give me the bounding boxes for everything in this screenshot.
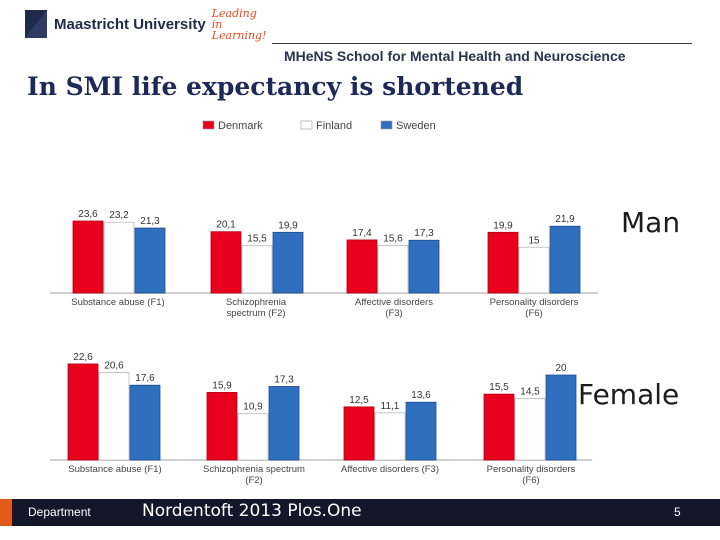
bar-denmark <box>483 393 515 461</box>
data-label: 19,9 <box>278 220 298 231</box>
bar-denmark <box>487 231 519 294</box>
bar-sweden <box>549 225 581 294</box>
category-label: Schizophrenia spectrum <box>203 464 305 475</box>
category-label: Substance abuse (F1) <box>71 297 164 308</box>
legend-swatch-denmark <box>202 120 215 130</box>
data-label: 12,5 <box>349 395 369 406</box>
data-label: 21,9 <box>555 214 575 225</box>
bar-sweden <box>405 401 437 461</box>
data-label: 15,9 <box>212 380 232 391</box>
university-logo: Maastricht University Leading in Learnin… <box>24 6 268 42</box>
category-label: Affective disorders <box>355 297 433 308</box>
slide-title: In SMI life expectancy is shortened <box>27 72 524 101</box>
category-label: Substance abuse (F1) <box>68 464 161 475</box>
citation: Nordentoft 2013 Plos.One <box>142 501 362 521</box>
category-label: Personality disorders <box>487 464 576 475</box>
data-label: 15,6 <box>383 233 403 244</box>
legend-label-finland: Finland <box>316 120 352 132</box>
category-label: spectrum (F2) <box>226 308 285 319</box>
bar-denmark <box>343 406 375 461</box>
university-tagline: Leading in Learning! <box>211 6 267 42</box>
school-name: MHeNS School for Mental Health and Neuro… <box>284 48 626 64</box>
legend-swatch-finland <box>300 120 313 130</box>
data-label: 23,2 <box>109 210 129 221</box>
bar-finland <box>241 245 273 294</box>
category-label: Affective disorders (F3) <box>341 464 439 475</box>
bar-finland <box>377 245 409 294</box>
page-number: 5 <box>674 505 681 519</box>
footer-accent <box>0 499 12 526</box>
data-label: 14,5 <box>520 386 540 397</box>
data-label: 17,6 <box>135 373 155 384</box>
header-rule <box>272 43 692 44</box>
bar-finland <box>103 221 135 294</box>
legend-label-sweden: Sweden <box>396 120 436 132</box>
data-label: 17,4 <box>352 228 372 239</box>
bar-finland <box>518 246 550 294</box>
bar-denmark <box>67 363 99 461</box>
data-label: 15,5 <box>489 382 509 393</box>
bar-sweden <box>408 239 440 294</box>
data-label: 13,6 <box>411 390 431 401</box>
department-label: Department <box>28 505 91 519</box>
data-label: 17,3 <box>274 374 294 385</box>
data-label: 15 <box>528 235 540 246</box>
university-name: Maastricht University <box>54 15 206 33</box>
data-label: 23,6 <box>78 209 98 220</box>
bar-finland <box>374 412 406 461</box>
category-label: (F6) <box>522 475 539 486</box>
data-label: 20,1 <box>216 220 236 231</box>
data-label: 22,6 <box>73 352 93 363</box>
category-label: Personality disorders <box>490 297 579 308</box>
female-label: Female <box>578 378 680 411</box>
data-label: 15,5 <box>247 234 267 245</box>
category-label: (F6) <box>525 308 542 319</box>
bar-finland <box>514 397 546 461</box>
bar-sweden <box>129 384 161 461</box>
bar-finland <box>237 413 269 461</box>
legend-label-denmark: Denmark <box>218 120 263 132</box>
bar-sweden <box>268 386 300 461</box>
bar-sweden <box>272 231 304 294</box>
data-label: 21,3 <box>140 216 160 227</box>
data-label: 11,1 <box>381 401 400 412</box>
bar-denmark <box>72 220 104 294</box>
data-label: 20 <box>555 363 567 374</box>
data-label: 10,9 <box>243 402 263 413</box>
bar-denmark <box>210 231 242 294</box>
man-label: Man <box>621 206 681 239</box>
bar-sweden <box>545 374 577 461</box>
bar-denmark <box>206 392 238 461</box>
data-label: 17,3 <box>414 228 434 239</box>
bar-finland <box>98 372 130 461</box>
data-label: 19,9 <box>493 220 513 231</box>
um-logo-icon <box>24 9 48 39</box>
category-label: (F2) <box>245 475 262 486</box>
footer-bar <box>0 499 720 526</box>
data-label: 20,6 <box>104 360 124 371</box>
bar-denmark <box>346 239 378 294</box>
category-label: (F3) <box>385 308 402 319</box>
bar-sweden <box>134 227 166 294</box>
legend-swatch-sweden <box>380 120 393 130</box>
category-label: Schizophrenia <box>226 297 287 308</box>
